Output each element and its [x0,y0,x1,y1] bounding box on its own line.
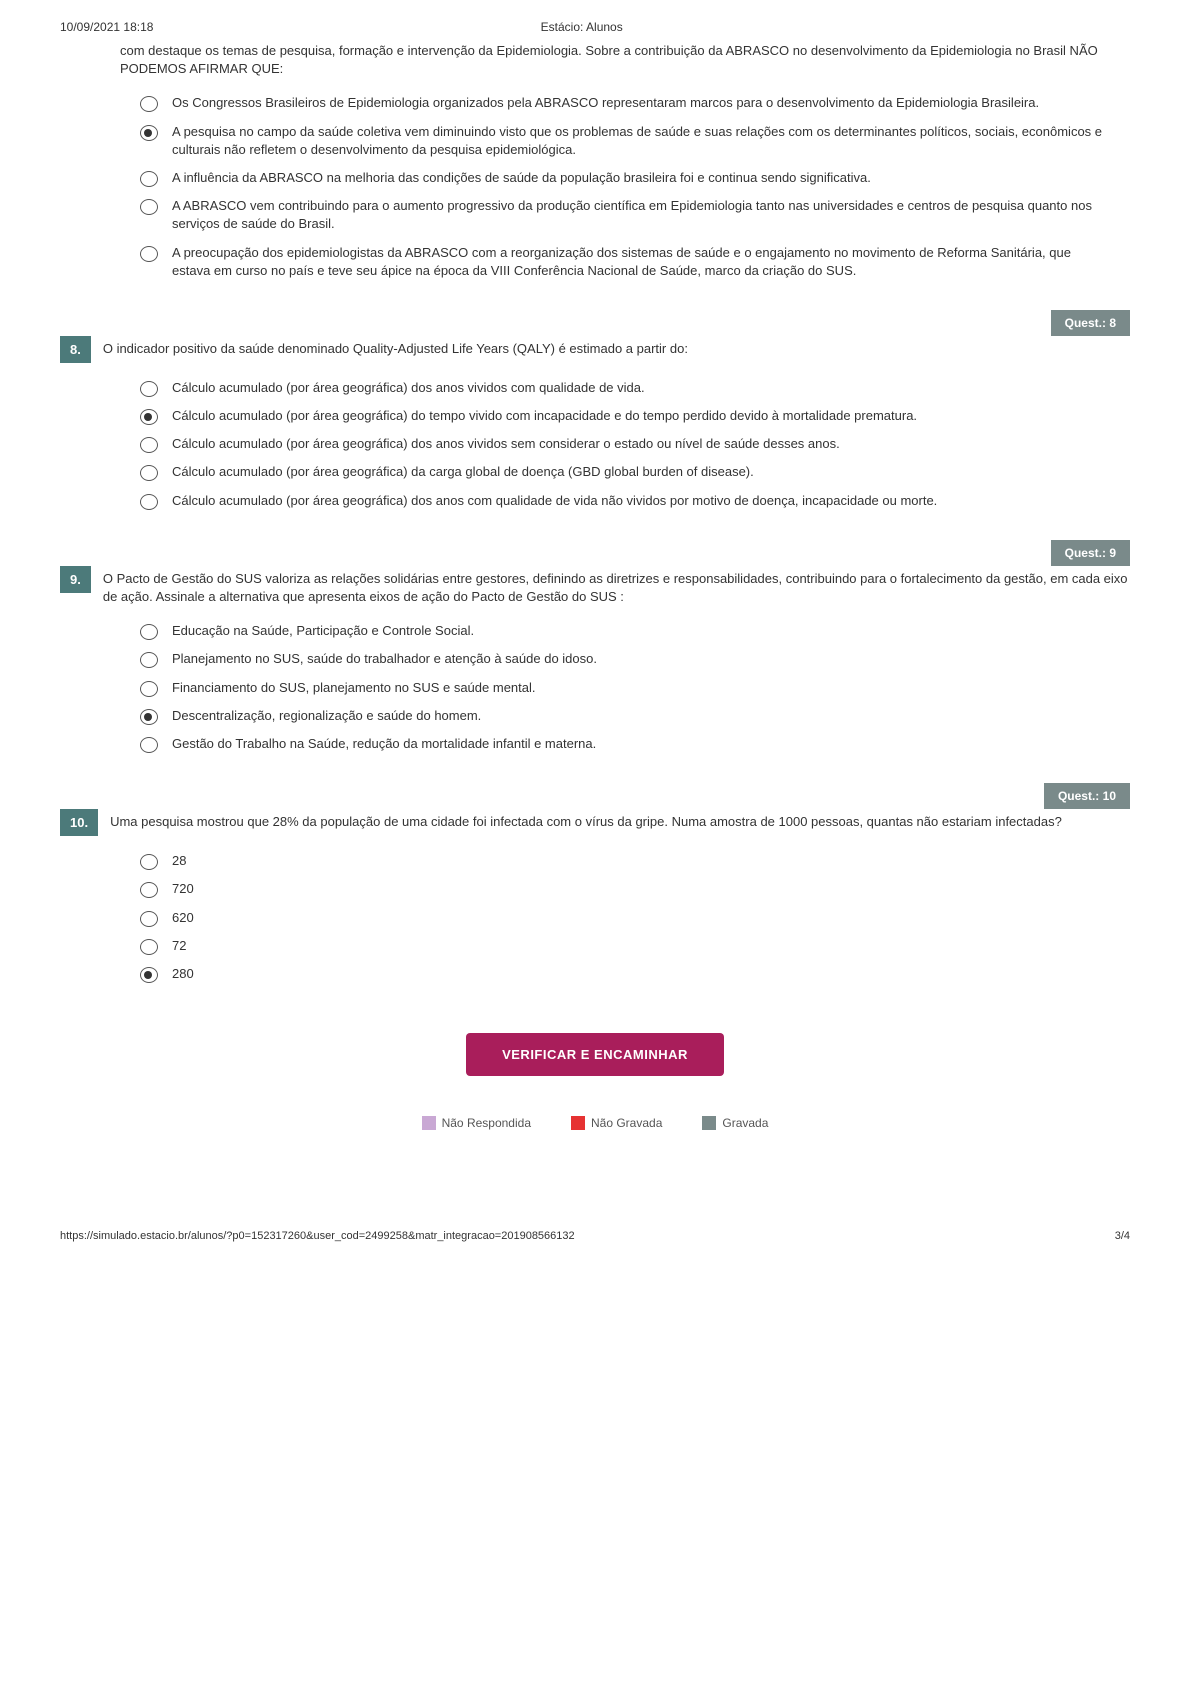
question-number-9: 9. [60,566,91,593]
q10-option-row: 72 [140,937,1110,955]
q10-option-row: 280 [140,965,1110,983]
q9-option-row: Descentralização, regionalização e saúde… [140,707,1110,725]
q7-option-row: A pesquisa no campo da saúde coletiva ve… [140,123,1110,159]
q7-radio[interactable] [140,246,158,262]
q9-options: Educação na Saúde, Participação e Contro… [140,622,1110,753]
q8-radio[interactable] [140,465,158,481]
quest-badge-10: Quest.: 10 [1044,783,1130,809]
q7-option-row: A influência da ABRASCO na melhoria das … [140,169,1110,187]
header-title: Estácio: Alunos [541,20,623,34]
legend-swatch [571,1116,585,1130]
q9-radio[interactable] [140,709,158,725]
q9-option-text: Planejamento no SUS, saúde do trabalhado… [172,650,1110,668]
header-timestamp: 10/09/2021 18:18 [60,20,153,34]
q7-option-row: A ABRASCO vem contribuindo para o aument… [140,197,1110,233]
q9-option-text: Educação na Saúde, Participação e Contro… [172,622,1110,640]
q8-radio[interactable] [140,494,158,510]
quest-badge-8: Quest.: 8 [1051,310,1130,336]
q7-radio[interactable] [140,171,158,187]
q10-radio[interactable] [140,939,158,955]
footer-url: https://simulado.estacio.br/alunos/?p0=1… [60,1230,575,1242]
legend-item: Gravada [702,1116,768,1130]
legend-item: Não Respondida [422,1116,531,1130]
legend-swatch [422,1116,436,1130]
q7-option-text: A pesquisa no campo da saúde coletiva ve… [172,123,1110,159]
q8-option-text: Cálculo acumulado (por área geográfica) … [172,407,1110,425]
q8-radio[interactable] [140,381,158,397]
q8-radio[interactable] [140,409,158,425]
q9-option-text: Descentralização, regionalização e saúde… [172,707,1110,725]
q8-option-row: Cálculo acumulado (por área geográfica) … [140,379,1110,397]
q9-option-row: Gestão do Trabalho na Saúde, redução da … [140,735,1110,753]
question-number-8: 8. [60,336,91,363]
q7-options: Os Congressos Brasileiros de Epidemiolog… [140,94,1110,280]
q7-radio[interactable] [140,125,158,141]
q8-option-row: Cálculo acumulado (por área geográfica) … [140,492,1110,510]
q7-option-text: A preocupação dos epidemiologistas da AB… [172,244,1110,280]
quest-badge-9: Quest.: 9 [1051,540,1130,566]
q8-radio[interactable] [140,437,158,453]
q7-option-text: A influência da ABRASCO na melhoria das … [172,169,1110,187]
question-text-9: O Pacto de Gestão do SUS valoriza as rel… [103,566,1130,606]
q10-option-row: 28 [140,852,1110,870]
question-text-8: O indicador positivo da saúde denominado… [103,336,1130,358]
q8-option-row: Cálculo acumulado (por área geográfica) … [140,463,1110,481]
q10-radio[interactable] [140,911,158,927]
question-number-10: 10. [60,809,98,836]
legend-item: Não Gravada [571,1116,662,1130]
q10-option-text: 280 [172,965,1110,983]
q10-option-row: 620 [140,909,1110,927]
q10-radio[interactable] [140,854,158,870]
q9-radio[interactable] [140,652,158,668]
q9-option-row: Planejamento no SUS, saúde do trabalhado… [140,650,1110,668]
q7-radio[interactable] [140,96,158,112]
q9-option-text: Financiamento do SUS, planejamento no SU… [172,679,1110,697]
q10-option-text: 28 [172,852,1110,870]
q10-option-text: 720 [172,880,1110,898]
q9-option-row: Financiamento do SUS, planejamento no SU… [140,679,1110,697]
legend-label: Gravada [722,1116,768,1130]
q10-options: 28 720 620 72 280 [140,852,1110,983]
q10-option-text: 72 [172,937,1110,955]
q9-radio[interactable] [140,681,158,697]
q10-radio[interactable] [140,882,158,898]
q7-radio[interactable] [140,199,158,215]
legend-label: Não Respondida [442,1116,531,1130]
footer-page: 3/4 [1115,1230,1130,1242]
legend-label: Não Gravada [591,1116,662,1130]
q9-radio[interactable] [140,624,158,640]
q7-option-row: Os Congressos Brasileiros de Epidemiolog… [140,94,1110,112]
q8-option-text: Cálculo acumulado (por área geográfica) … [172,492,1110,510]
q9-radio[interactable] [140,737,158,753]
q8-option-row: Cálculo acumulado (por área geográfica) … [140,407,1110,425]
q9-option-row: Educação na Saúde, Participação e Contro… [140,622,1110,640]
legend-swatch [702,1116,716,1130]
q7-option-text: Os Congressos Brasileiros de Epidemiolog… [172,94,1110,112]
q8-option-text: Cálculo acumulado (por área geográfica) … [172,379,1110,397]
question-text-10: Uma pesquisa mostrou que 28% da populaçã… [110,809,1130,831]
q8-options: Cálculo acumulado (por área geográfica) … [140,379,1110,510]
q10-option-text: 620 [172,909,1110,927]
q7-intro: com destaque os temas de pesquisa, forma… [120,42,1110,78]
q7-option-text: A ABRASCO vem contribuindo para o aument… [172,197,1110,233]
q8-option-text: Cálculo acumulado (por área geográfica) … [172,435,1110,453]
q7-option-row: A preocupação dos epidemiologistas da AB… [140,244,1110,280]
q10-radio[interactable] [140,967,158,983]
q8-option-row: Cálculo acumulado (por área geográfica) … [140,435,1110,453]
q8-option-text: Cálculo acumulado (por área geográfica) … [172,463,1110,481]
verify-button[interactable]: VERIFICAR E ENCAMINHAR [466,1033,724,1076]
legend: Não Respondida Não Gravada Gravada [60,1116,1130,1130]
q10-option-row: 720 [140,880,1110,898]
q9-option-text: Gestão do Trabalho na Saúde, redução da … [172,735,1110,753]
